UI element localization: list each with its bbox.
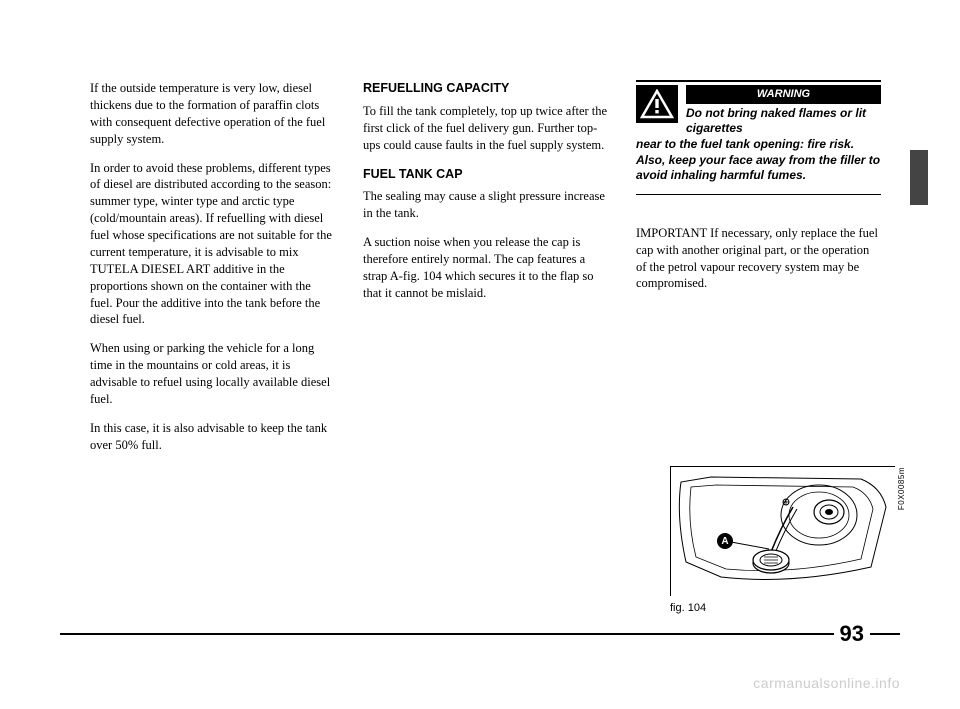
warning-label-wrap: WARNING Do not bring naked flames or lit… <box>686 82 881 137</box>
warning-text-first: Do not bring naked flames or lit cigaret… <box>686 106 881 137</box>
column-2: REFUELLING CAPACITY To fill the tank com… <box>363 80 608 466</box>
page-number: 93 <box>834 621 870 647</box>
body-text: The sealing may cause a slight pressure … <box>363 188 608 222</box>
watermark: carmanualsonline.info <box>753 675 900 691</box>
body-text: To fill the tank completely, top up twic… <box>363 103 608 154</box>
figure-code: F0X0085m <box>897 467 906 510</box>
content-columns: If the outside temperature is very low, … <box>90 80 900 466</box>
page-footer-rule: 93 <box>60 621 900 647</box>
warning-label: WARNING <box>686 85 881 104</box>
figure-image: A F0X0085m <box>670 466 895 596</box>
body-text: A suction noise when you release the cap… <box>363 234 608 302</box>
section-heading: REFUELLING CAPACITY <box>363 80 608 97</box>
rule-line <box>870 633 900 635</box>
column-1: If the outside temperature is very low, … <box>90 80 335 466</box>
section-tab <box>910 150 928 205</box>
body-text: When using or parking the vehicle for a … <box>90 340 335 408</box>
warning-box: WARNING Do not bring naked flames or lit… <box>636 80 881 195</box>
figure: A F0X0085m fig. 104 <box>670 466 895 614</box>
rule-line <box>60 633 834 635</box>
body-text: In order to avoid these problems, differ… <box>90 160 335 329</box>
warning-text-rest: near to the fuel tank opening: fire risk… <box>636 137 881 184</box>
figure-callout: A <box>717 533 733 549</box>
important-text: IMPORTANT If necessary, only replace the… <box>636 225 881 293</box>
warning-icon <box>636 85 678 123</box>
page: If the outside temperature is very low, … <box>0 0 960 709</box>
column-3: WARNING Do not bring naked flames or lit… <box>636 80 881 466</box>
figure-caption: fig. 104 <box>670 602 895 614</box>
warning-head: WARNING Do not bring naked flames or lit… <box>636 82 881 137</box>
body-text: In this case, it is also advisable to ke… <box>90 420 335 454</box>
section-heading: FUEL TANK CAP <box>363 166 608 183</box>
body-text: If the outside temperature is very low, … <box>90 80 335 148</box>
